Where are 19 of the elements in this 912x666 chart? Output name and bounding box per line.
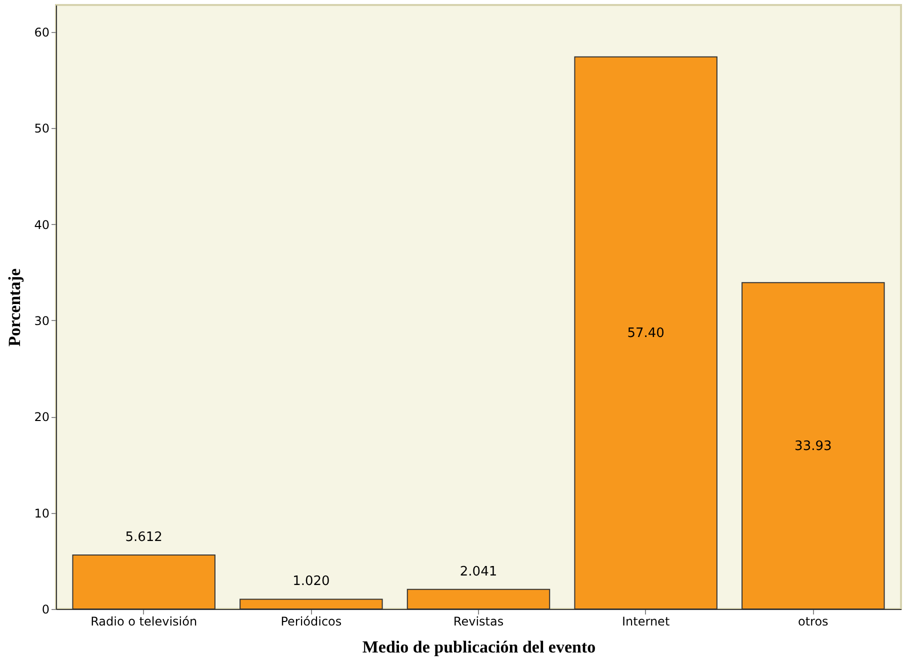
data-label: 33.93 (794, 438, 832, 454)
x-axis-title: Medio de publicación del evento (362, 638, 596, 656)
y-tick-label: 50 (34, 122, 50, 136)
data-label: 57.40 (627, 326, 664, 341)
y-tick-label: 40 (34, 218, 50, 232)
x-tick-label: Revistas (453, 614, 504, 628)
data-label: 1.020 (292, 574, 330, 590)
y-tick-label: 60 (34, 25, 50, 40)
x-tick-label: Radio o televisión (90, 614, 198, 628)
x-tick-label: Periódicos (280, 614, 342, 628)
y-tick-label: 30 (34, 314, 50, 328)
y-tick-label: 20 (34, 410, 50, 424)
data-label: 2.041 (460, 564, 498, 580)
x-tick-label: otros (798, 614, 828, 628)
y-tick-label: 0 (42, 602, 50, 616)
data-label: 5.612 (125, 530, 162, 546)
y-axis-title: Porcentaje (5, 268, 24, 347)
x-tick-label: Internet (622, 614, 670, 628)
y-tick-label: 10 (34, 506, 50, 520)
